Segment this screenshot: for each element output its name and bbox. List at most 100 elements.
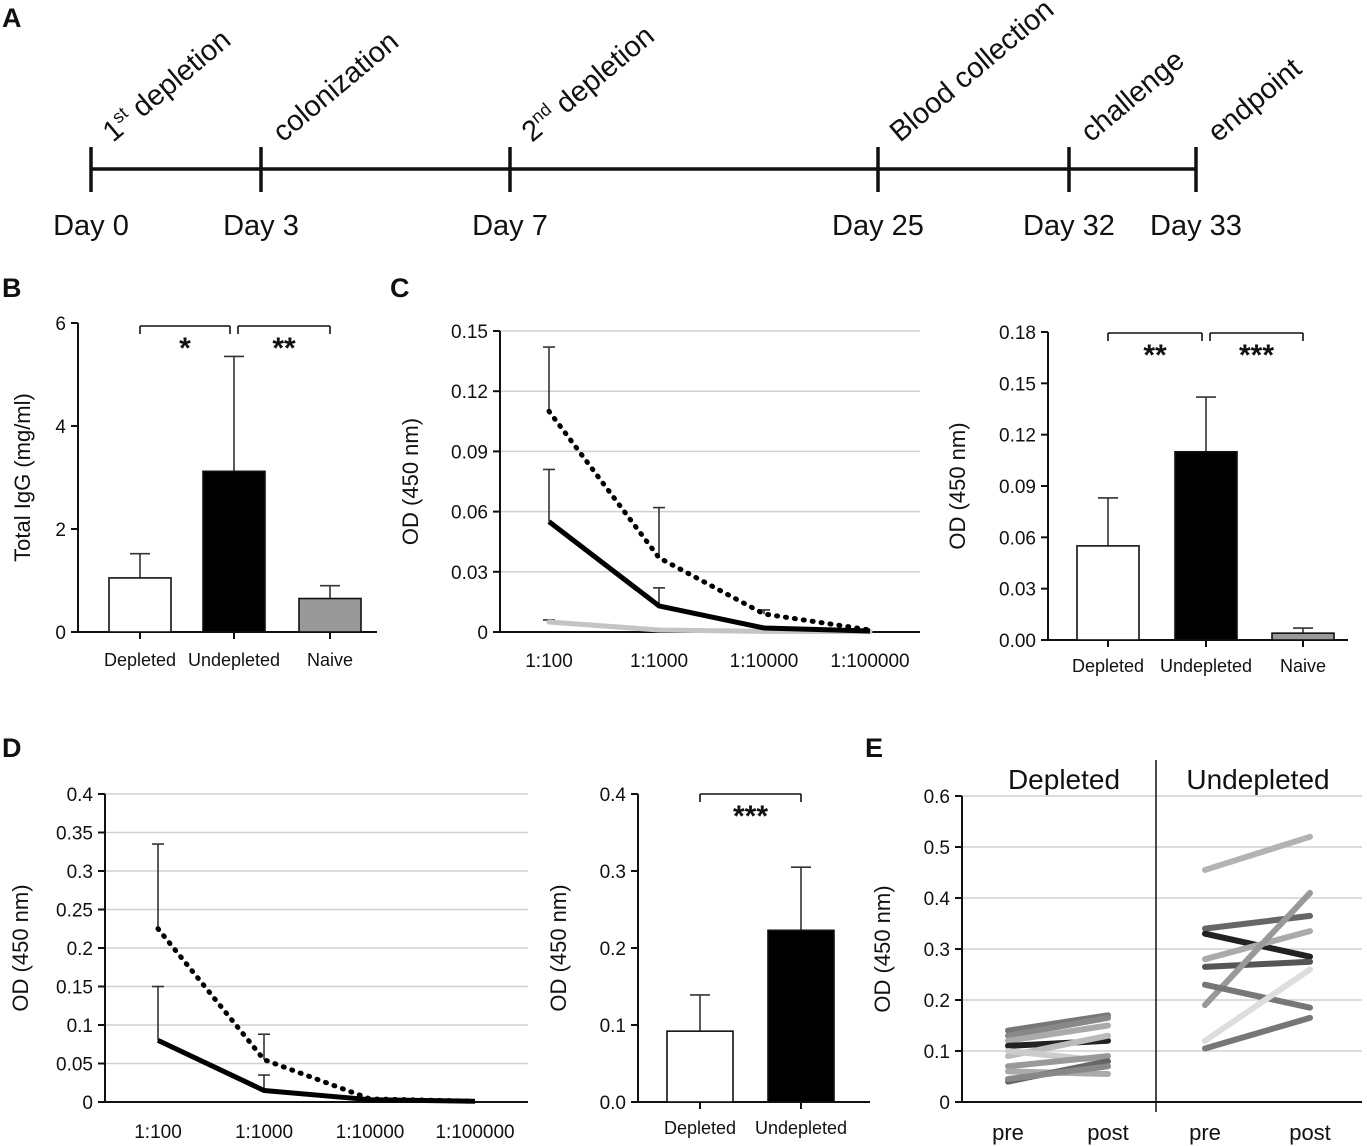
E-y-tick-label: 0.2 [924, 991, 950, 1012]
C-bar-bar [1174, 450, 1238, 641]
C-bar-y-tick-label: 0.00 [999, 631, 1036, 652]
C-line-x-tick-label: 1:100000 [830, 651, 909, 672]
timeline-event-text: depletion [544, 20, 661, 125]
D-line-y-tick-label: 0.1 [67, 1016, 93, 1037]
E-subject-line [1202, 981, 1313, 1011]
E-y-tick-label: 0.1 [924, 1042, 950, 1063]
E-subject-line [1005, 1053, 1111, 1070]
timeline-day-label: Day 7 [472, 210, 548, 242]
D-bar-bar [666, 1030, 734, 1103]
D-line-series-depleted [156, 1038, 476, 1104]
timeline-day-label: Day 25 [832, 210, 924, 242]
E-group-title: Undepleted [1186, 764, 1329, 795]
B-sig-stars: * [179, 332, 191, 365]
C-bar-y-tick-label: 0.09 [999, 477, 1036, 498]
timeline-day-label: Day 0 [53, 210, 129, 242]
E-x-tick-label: pre [1189, 1120, 1221, 1145]
timeline-event-label: colonization [267, 25, 405, 148]
timeline-event-label: 1st depletion [96, 22, 237, 148]
C-bar-y-tick-label: 0.15 [999, 374, 1036, 395]
C-bar-bar [1271, 632, 1335, 641]
D-bar-category-label: Undepleted [755, 1118, 847, 1138]
C-line-series-depleted [547, 519, 871, 634]
panel-label-d: D [2, 733, 22, 763]
B-category-label: Depleted [104, 650, 176, 670]
panel-label-a: A [2, 3, 22, 33]
panel-label-e: E [865, 733, 883, 763]
E-subject-line [1202, 912, 1313, 932]
E-subject-line [1202, 833, 1313, 873]
C-bar-category-label: Undepleted [1160, 656, 1252, 676]
C-bar-bar [1076, 545, 1140, 641]
B-y-tick-label: 4 [55, 417, 66, 438]
C-bar-y-axis-label: OD (450 nm) [945, 422, 970, 549]
E-subject-line [1005, 1063, 1111, 1083]
C-line-y-tick-label: 0.12 [451, 382, 488, 403]
C-bar-category-label: Naive [1280, 656, 1326, 676]
D-bar-y-tick-label: 0.1 [600, 1016, 626, 1037]
C-line-x-tick-label: 1:10000 [730, 651, 799, 672]
D-bar-category-label: Depleted [664, 1118, 736, 1138]
D-line-x-tick-label: 1:100 [134, 1122, 182, 1143]
panel-label-b: B [2, 273, 22, 303]
C-line-x-tick-label: 1:100 [525, 651, 573, 672]
E-y-tick-label: 0.3 [924, 940, 950, 961]
C-bar-sig-stars: *** [1239, 339, 1274, 372]
C-bar-y-tick-label: 0.12 [999, 426, 1036, 447]
D-bar-bar [767, 929, 835, 1103]
D-line-y-tick-label: 0.35 [56, 824, 93, 845]
E-y-tick-label: 0 [939, 1093, 950, 1114]
B-category-label: Naive [307, 650, 353, 670]
E-subject-line [1005, 1014, 1111, 1039]
D-bar-y-tick-label: 0.3 [600, 862, 626, 883]
C-line-x-tick-label: 1:1000 [630, 651, 688, 672]
C-line-y-axis-label: OD (450 nm) [398, 418, 423, 545]
B-sig-stars: ** [272, 332, 296, 365]
E-y-axis-label: OD (450 nm) [870, 885, 895, 1012]
D-bar-y-axis-label: OD (450 nm) [546, 884, 571, 1011]
D-line-x-tick-label: 1:100000 [435, 1122, 514, 1143]
E-subject-line [1202, 966, 1313, 1044]
B-bar [298, 597, 362, 633]
timeline-event-label: Blood collection [884, 0, 1060, 148]
C-line-series-undepleted [546, 408, 873, 633]
D-line-y-tick-label: 0.25 [56, 901, 93, 922]
C-line-y-tick-label: 0.03 [451, 563, 488, 584]
timeline-event-label: 2nd depletion [515, 18, 661, 148]
B-y-tick-label: 0 [55, 623, 66, 644]
C-bar-y-tick-label: 0.03 [999, 580, 1036, 601]
D-bar-y-tick-label: 0.0 [600, 1093, 626, 1114]
E-y-tick-label: 0.6 [924, 787, 950, 808]
B-category-label: Undepleted [188, 650, 280, 670]
B-y-axis-label: Total IgG (mg/ml) [10, 393, 35, 562]
E-subject-line [1202, 958, 1313, 970]
D-line-x-tick-label: 1:1000 [235, 1122, 293, 1143]
E-x-tick-label: post [1087, 1120, 1129, 1145]
D-bar-sig-stars: *** [733, 800, 768, 833]
D-bar-y-tick-label: 0.4 [600, 785, 627, 806]
E-x-tick-label: post [1289, 1120, 1331, 1145]
D-line-y-tick-label: 0.15 [56, 978, 93, 999]
D-line-y-tick-label: 0.2 [67, 939, 93, 960]
timeline-day-label: Day 3 [223, 210, 299, 242]
B-y-tick-label: 2 [55, 520, 66, 541]
C-bar-y-tick-label: 0.18 [999, 323, 1036, 344]
timeline-event-text: depletion [120, 24, 237, 129]
E-y-tick-label: 0.4 [924, 889, 951, 910]
C-bar-category-label: Depleted [1072, 656, 1144, 676]
B-bar [202, 470, 266, 633]
C-bar-y-tick-label: 0.06 [999, 528, 1036, 549]
D-line-y-tick-label: 0.3 [67, 862, 93, 883]
D-line-y-axis-label: OD (450 nm) [8, 884, 33, 1011]
C-line-y-tick-label: 0.15 [451, 322, 488, 343]
D-line-y-tick-label: 0.05 [56, 1055, 93, 1076]
D-bar-y-tick-label: 0.2 [600, 939, 626, 960]
B-bar [108, 577, 172, 633]
D-line-x-tick-label: 1:10000 [336, 1122, 405, 1143]
C-bar-sig-stars: ** [1143, 339, 1167, 372]
timeline-day-label: Day 33 [1150, 210, 1242, 242]
E-subject-line [1005, 1022, 1111, 1044]
timeline-event-label: endpoint [1202, 52, 1308, 148]
E-group-title: Depleted [1008, 764, 1120, 795]
